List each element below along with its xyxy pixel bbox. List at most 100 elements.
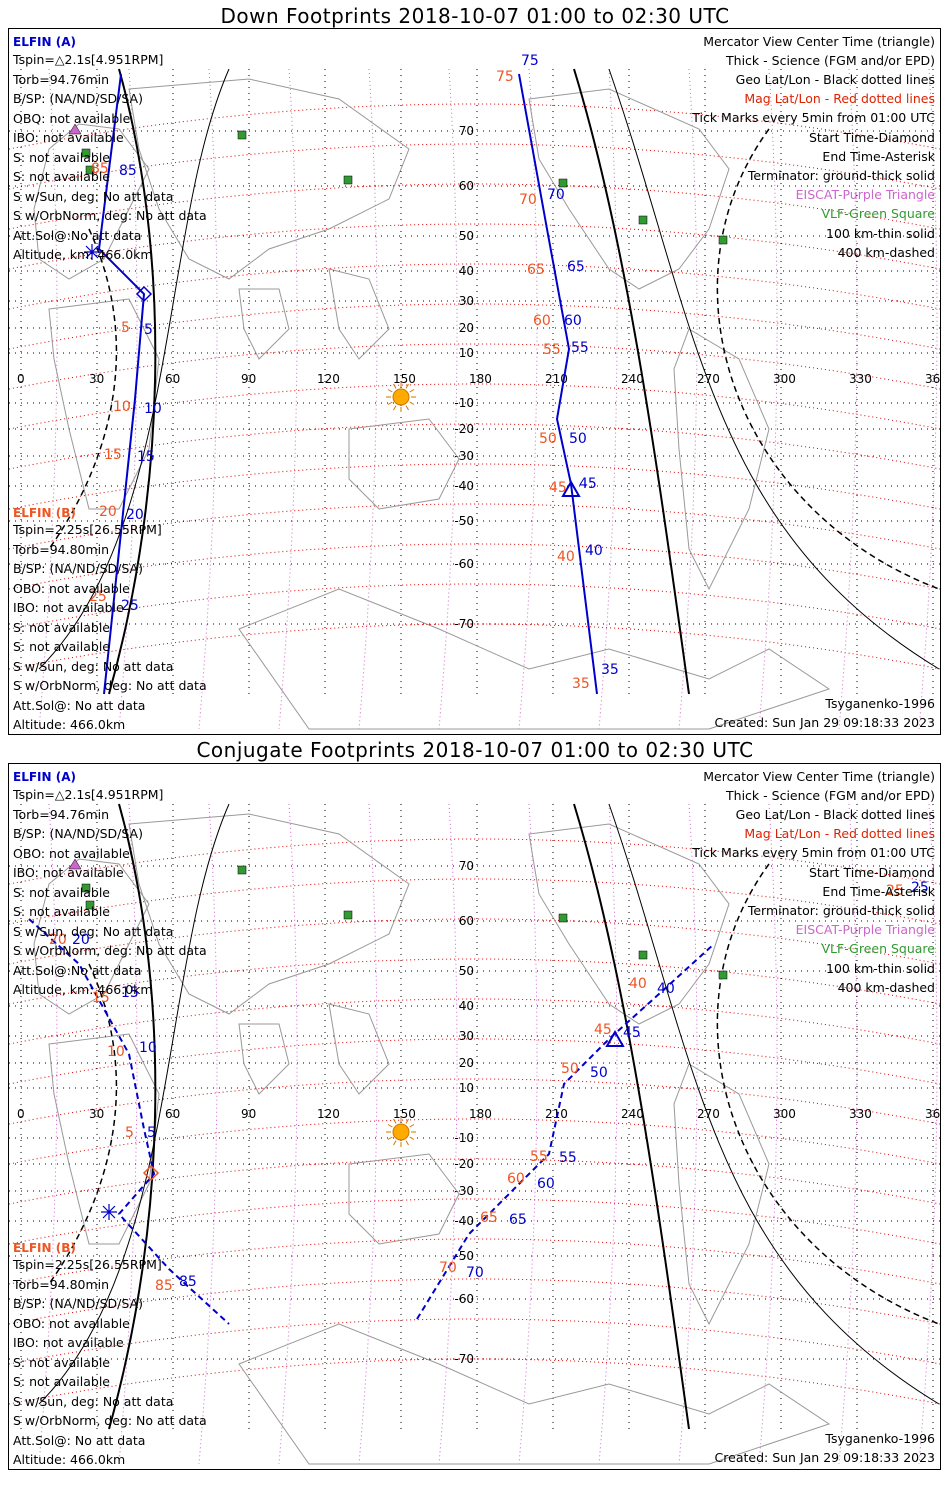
mag-lat-line	[9, 958, 940, 1005]
legend-item: VLF-Green Square	[821, 941, 935, 956]
lat-tick-label: 40	[459, 999, 474, 1013]
elfin-a-time-label: 5	[147, 1125, 156, 1141]
mag-lat-line	[9, 223, 940, 270]
legend-item: Mag Lat/Lon - Red dotted lines	[744, 91, 935, 106]
terminator-100km	[38, 68, 230, 670]
elfin-a-line: Torb=94.76min	[13, 72, 110, 87]
mag-lon-line	[358, 68, 378, 730]
elfin-a-time-label: 25	[911, 880, 929, 896]
lat-tick-label: 20	[459, 1056, 474, 1070]
vlf-station-square	[638, 950, 648, 960]
conjugate-map-canvas: 0 30 60 90 120 150 180 210 240 270 300 330 360 70 60 50…	[9, 803, 940, 1465]
elfin-a-time-label: 85	[119, 163, 137, 179]
mag-lat-line	[9, 838, 940, 885]
elfin-b-line: S w/OrbNorm, deg: No att data	[13, 1413, 207, 1428]
lon-tick-label: 180	[469, 372, 492, 386]
conjugate-footprints-map: 0 30 60 90 120 150 180 210 240 270 300 330 360 70 60 50…	[8, 763, 941, 1470]
lat-tick-label: -20	[454, 422, 474, 436]
continent-outline	[238, 1023, 290, 1095]
elfin-b-line: S: not available	[13, 620, 110, 635]
lon-tick-label: 30	[89, 372, 104, 386]
elfin-b-time-label: 40	[557, 549, 575, 565]
lon-tick-label: 120	[317, 372, 340, 386]
elfin-b-line: Altitude: 466.0km	[13, 717, 126, 732]
elfin-b-time-label: 85	[91, 161, 109, 177]
elfin-a-line: S: not available	[13, 150, 110, 165]
lon-tick-label: 270	[697, 1107, 720, 1121]
legend-item: Thick - Science (FGM and/or EPD)	[726, 53, 935, 68]
elfin-a-time-label: 70	[547, 187, 565, 203]
lon-tick-label: 0	[17, 1107, 25, 1121]
elfin-b-line: S: not available	[13, 639, 110, 654]
mag-lon-line	[678, 68, 698, 730]
lat-tick-label: 60	[459, 179, 474, 193]
sun-ray	[409, 401, 415, 405]
lon-tick-label: 330	[849, 1107, 872, 1121]
legend-item: VLF-Green Square	[821, 206, 935, 221]
elfin-b-time-label: 60	[507, 1171, 525, 1187]
lat-tick-label: -70	[454, 1352, 474, 1366]
mag-lon-line	[198, 68, 218, 730]
elfin-b-line: Altitude: 466.0km	[13, 1452, 126, 1467]
elfin-a-time-label: 15	[121, 985, 139, 1001]
legend-item: Terminator: ground-thick solid	[747, 903, 935, 918]
elfin-a-line: Altitude, km: 466.0km	[13, 247, 153, 262]
mag-lon-line	[278, 68, 298, 730]
elfin-a-name: ELFIN (A)	[13, 35, 76, 49]
terminator-line	[573, 803, 690, 1430]
elfin-b-line: Torb=94.80min	[13, 542, 110, 557]
mag-lat-line	[9, 183, 940, 230]
created-timestamp: Created: Sun Jan 29 09:18:33 2023	[714, 1450, 935, 1465]
elfin-b-time-label: 60	[533, 313, 551, 329]
mag-lon-line	[358, 803, 378, 1465]
mag-lat-line	[9, 1318, 940, 1365]
vlf-station-square	[718, 970, 728, 980]
lon-tick-label: 360	[925, 1107, 940, 1121]
continent-outline	[33, 123, 150, 280]
lon-tick-label: 180	[469, 1107, 492, 1121]
center-time-triangle	[605, 1029, 625, 1047]
mag-lat-line	[9, 423, 940, 470]
elfin-b-line: S w/Sun, deg: No att data	[13, 1394, 174, 1409]
elfin-b-time-label: 45	[549, 480, 567, 496]
mag-lon-line	[438, 803, 458, 1465]
lon-tick-label: 210	[545, 1107, 568, 1121]
elfin-b-time-label: 25	[89, 589, 107, 605]
elfin-b-time-label: 20	[99, 504, 117, 520]
elfin-a-time-label: 20	[126, 507, 144, 523]
elfin-a-time-label: 45	[623, 1025, 641, 1041]
terminator-line	[108, 803, 157, 1430]
vlf-station-square	[638, 215, 648, 225]
vlf-station-square	[237, 865, 247, 875]
lat-tick-label: -20	[454, 1157, 474, 1171]
lat-tick-label: -60	[454, 1292, 474, 1306]
sun-ray	[393, 383, 397, 389]
legend-item: 400 km-dashed	[837, 980, 935, 995]
end-asterisk	[84, 244, 100, 260]
center-time-triangle	[561, 479, 581, 497]
elfin-b-time-label: 20	[49, 932, 67, 948]
continent-outline	[238, 588, 831, 730]
continent-outline	[128, 813, 410, 1015]
sun-ray	[387, 401, 393, 405]
vlf-station-square	[343, 175, 353, 185]
mag-lat-line	[9, 1278, 940, 1325]
elfin-b-time-label: 15	[92, 990, 110, 1006]
elfin-b-line: IBO: not available	[13, 1335, 124, 1350]
vlf-station-square	[81, 148, 91, 158]
elfin-b-time-label: 10	[107, 1044, 125, 1060]
eiscat-triangle	[68, 123, 82, 135]
terminator-400km	[48, 228, 118, 550]
lon-tick-label: 90	[241, 372, 256, 386]
elfin-b-time-label: 75	[496, 69, 514, 85]
mag-lat-line	[9, 143, 940, 190]
mag-lon-line	[598, 68, 618, 730]
lon-tick-label: 0	[17, 372, 25, 386]
elfin-b-time-label: 5	[125, 1125, 134, 1141]
elfin-b-time-label: 10	[113, 399, 131, 415]
elfin-b-time-label: 55	[530, 1149, 548, 1165]
mag-lat-line	[9, 583, 940, 630]
down-map-canvas: 0 30 60 90 120 150 180 210 240 270 300 330 360 70 60 50…	[9, 53, 940, 730]
lat-tick-label: 70	[459, 124, 474, 138]
elfin-track-west	[97, 73, 146, 695]
